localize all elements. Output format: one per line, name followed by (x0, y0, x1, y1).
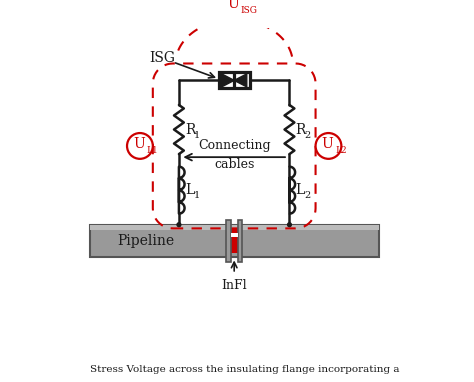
Text: 2: 2 (305, 191, 311, 200)
Bar (219, 73, 249, 88)
Text: 2: 2 (305, 131, 311, 139)
Text: L: L (296, 183, 305, 197)
Text: Connecting: Connecting (198, 139, 271, 152)
Text: InFl: InFl (221, 279, 247, 292)
Circle shape (287, 222, 292, 227)
Text: L2: L2 (335, 146, 347, 155)
Circle shape (219, 0, 249, 21)
Circle shape (176, 222, 182, 227)
Text: U: U (227, 0, 239, 11)
Text: L: L (185, 183, 194, 197)
Text: R: R (185, 123, 195, 136)
Polygon shape (234, 74, 247, 87)
Text: Pipeline: Pipeline (118, 234, 174, 248)
Text: cables: cables (214, 158, 255, 171)
Text: U: U (133, 137, 145, 151)
Text: R: R (296, 123, 306, 136)
Text: L1: L1 (146, 146, 158, 155)
Text: U: U (321, 137, 333, 151)
Bar (231, 229, 237, 253)
Circle shape (316, 133, 341, 159)
Bar (231, 233, 237, 236)
Bar (237, 220, 243, 262)
Bar (90, 225, 379, 257)
Text: ISG: ISG (149, 51, 175, 65)
Circle shape (127, 133, 153, 159)
Text: ISG: ISG (241, 5, 258, 15)
Bar (226, 220, 231, 262)
Text: Stress Voltage across the insulating flange incorporating a: Stress Voltage across the insulating fla… (90, 365, 400, 374)
Text: 1: 1 (194, 131, 201, 139)
Polygon shape (222, 74, 234, 87)
Text: 1: 1 (194, 191, 201, 200)
Bar (90, 225, 379, 230)
